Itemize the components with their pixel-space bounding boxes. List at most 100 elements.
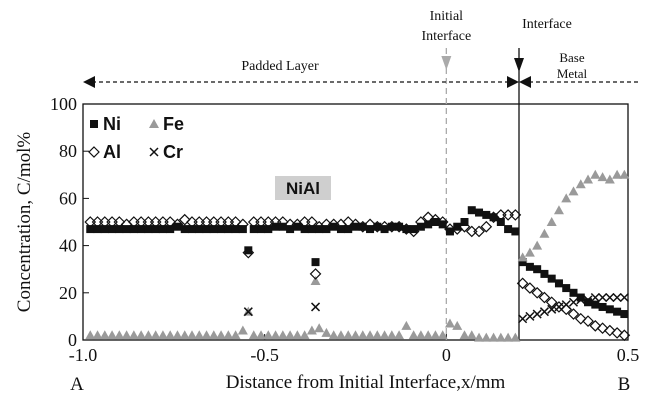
point-al: [509, 209, 522, 221]
point-fe: [510, 332, 521, 342]
point-al: [524, 282, 536, 294]
point-fe: [121, 330, 132, 340]
point-fe: [321, 327, 332, 337]
point-al: [582, 315, 594, 327]
point-fe: [201, 330, 212, 340]
point-al: [516, 277, 529, 290]
end-label-left: A: [70, 374, 84, 395]
point-fe: [230, 330, 241, 340]
legend-label-ni: Ni: [103, 114, 121, 134]
data-marks: [84, 169, 631, 342]
legend-marker-fe: [149, 119, 159, 128]
point-ni: [467, 206, 476, 215]
padded-layer-arrowhead-left: [83, 76, 95, 88]
point-fe: [357, 330, 368, 340]
point-ni: [475, 208, 484, 217]
point-ni: [569, 288, 578, 297]
base-metal-arrowhead-left: [519, 76, 531, 88]
point-ni: [482, 210, 491, 219]
point-ni: [424, 220, 433, 229]
end-label-right: B: [618, 374, 631, 395]
point-fe: [216, 330, 227, 340]
point-al: [393, 220, 405, 233]
point-cr: [243, 307, 253, 317]
point-fe: [270, 330, 281, 340]
point-ni: [431, 218, 440, 226]
point-ni: [387, 222, 396, 231]
padded-layer-arrowhead-right: [507, 76, 519, 88]
point-al: [545, 296, 558, 309]
point-al: [349, 218, 362, 231]
y-tick-label: 100: [50, 94, 77, 114]
point-fe: [85, 330, 96, 340]
point-al: [229, 216, 242, 228]
base-metal-label-line1: Base: [559, 50, 585, 65]
point-fe: [136, 330, 147, 340]
point-al: [567, 308, 580, 320]
point-ni: [395, 222, 404, 231]
point-fe: [481, 332, 492, 342]
interface-pointer: [514, 58, 524, 72]
point-ni: [209, 225, 218, 234]
point-al: [276, 216, 289, 228]
point-ni: [224, 225, 233, 234]
point-fe: [187, 330, 197, 340]
plot-frame: [82, 103, 629, 341]
point-fe: [423, 330, 434, 340]
point-al: [164, 216, 177, 228]
point-al: [596, 322, 609, 335]
point-fe: [474, 332, 485, 342]
point-fe: [561, 193, 572, 203]
point-ni: [540, 269, 549, 278]
legend-marker-al: [88, 146, 100, 158]
point-fe: [165, 330, 176, 340]
point-fe: [401, 320, 412, 330]
point-al: [407, 225, 420, 238]
point-al: [178, 213, 191, 226]
point-fe: [256, 330, 267, 340]
point-al: [589, 319, 602, 332]
point-ni: [195, 225, 204, 234]
y-tick-label: 80: [59, 141, 77, 161]
point-fe: [532, 240, 543, 250]
point-ni: [137, 225, 146, 234]
point-ni: [344, 225, 353, 234]
initial-interface-pointer: [441, 56, 452, 70]
point-fe: [575, 179, 586, 189]
point-fe: [590, 169, 601, 179]
point-fe: [612, 169, 623, 179]
axes: 0 20 40 60 80 100 -1.0 -0.5 0 0.5 Distance from In…: [14, 48, 639, 395]
point-al: [237, 218, 249, 231]
point-fe: [99, 330, 110, 340]
legend: Ni Fe Al Cr: [88, 114, 184, 162]
point-ni: [166, 225, 175, 234]
point-ni: [244, 246, 253, 255]
phase-label: NiAl: [286, 179, 320, 198]
point-ni: [438, 220, 447, 229]
point-fe: [524, 247, 535, 257]
point-fe: [328, 330, 339, 340]
series-fe: [85, 169, 630, 342]
point-cr: [583, 295, 593, 305]
point-fe: [306, 325, 317, 335]
point-fe: [430, 330, 441, 340]
point-fe: [597, 172, 608, 182]
point-fe: [350, 330, 361, 340]
point-fe: [619, 169, 630, 179]
point-cr: [518, 314, 528, 324]
initial-interface-label-line1: Initial: [430, 9, 464, 24]
point-fe: [568, 186, 579, 196]
point-ni: [188, 225, 196, 234]
legend-marker-cr: [149, 147, 159, 157]
point-al: [113, 216, 126, 228]
point-al: [422, 211, 435, 224]
point-ni: [86, 225, 95, 234]
point-ni: [380, 225, 389, 234]
point-ni: [409, 225, 418, 234]
point-ni: [547, 274, 556, 283]
point-ni: [144, 225, 153, 234]
point-ni: [173, 222, 182, 231]
point-al: [309, 268, 322, 280]
point-fe: [394, 330, 405, 340]
